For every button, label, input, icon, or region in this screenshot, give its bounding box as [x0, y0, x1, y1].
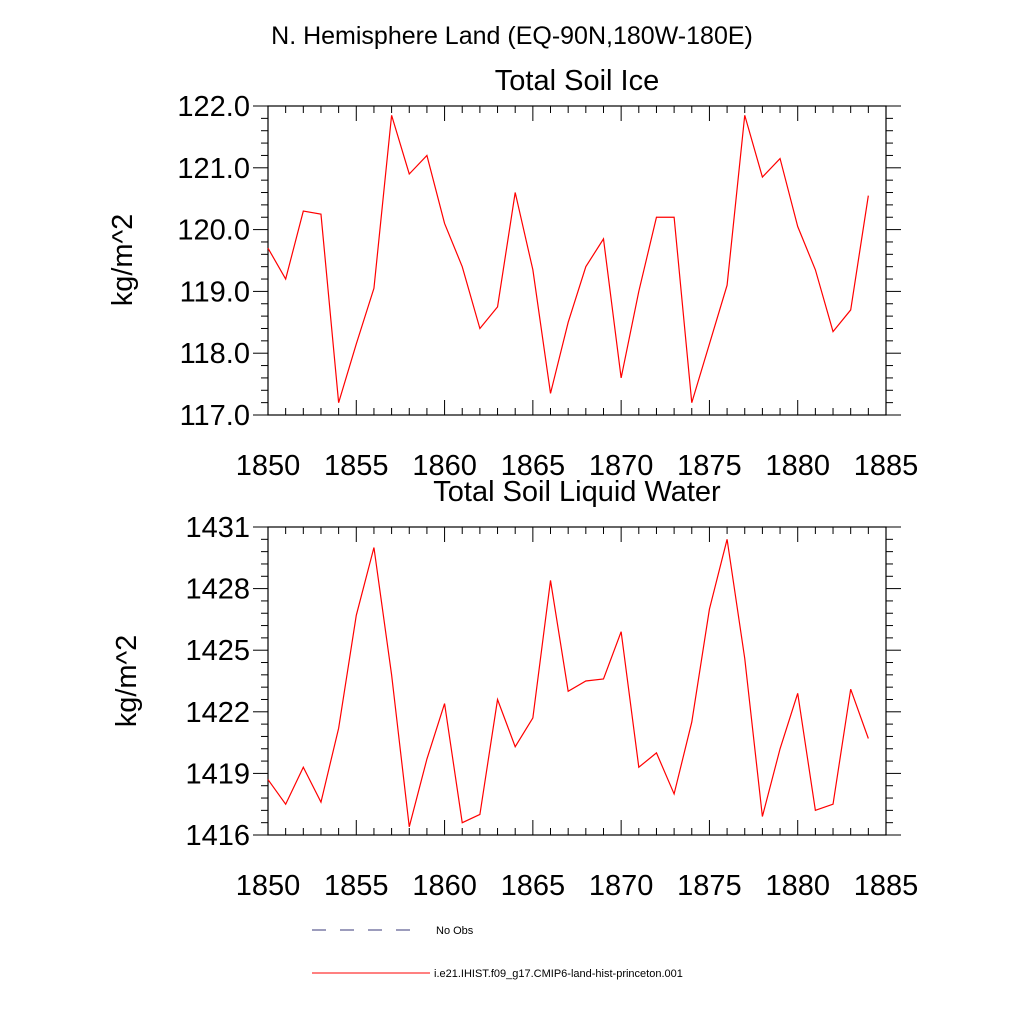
- x-tick-label: 1860: [412, 450, 477, 482]
- x-tick-label: 1880: [765, 450, 830, 482]
- x-tick-label: 1875: [677, 870, 742, 902]
- y-tick-label: 122.0: [177, 91, 250, 123]
- x-tick-labels: 1850 1855 1860 1865 1870 1875 1880 1885: [236, 450, 919, 482]
- x-tick-label: 1885: [854, 450, 919, 482]
- y-tick-label: 119.0: [180, 276, 250, 308]
- x-tick-label: 1875: [677, 450, 742, 482]
- y-tick-label: 117.0: [180, 400, 250, 432]
- series-line: [267, 539, 869, 827]
- x-tick-label: 1855: [324, 870, 389, 902]
- tick-marks: [253, 526, 901, 836]
- x-tick-label: 1860: [412, 870, 477, 902]
- legend-entry-no-obs: No Obs: [312, 925, 474, 937]
- y-axis-label: kg/m^2: [107, 214, 139, 307]
- y-tick-label: 120.0: [177, 215, 250, 247]
- legend-entry-model-run: i.e21.IHIST.f09_g17.CMIP6-land-hist-prin…: [312, 968, 683, 980]
- y-tick-labels: 1416 1419 1422 1425 1428 1431: [185, 512, 250, 852]
- x-tick-label: 1870: [589, 870, 654, 902]
- y-tick-label: 1428: [185, 574, 250, 606]
- series-line: [267, 115, 869, 403]
- x-tick-label: 1880: [765, 870, 830, 902]
- tick-marks: [253, 105, 901, 416]
- y-tick-label: 118.0: [180, 338, 250, 370]
- plot-frame: [267, 526, 887, 836]
- legend-label: i.e21.IHIST.f09_g17.CMIP6-land-hist-prin…: [434, 968, 683, 980]
- x-tick-label: 1855: [324, 450, 389, 482]
- legend-label: No Obs: [436, 925, 474, 937]
- y-tick-label: 1422: [185, 697, 250, 729]
- panel-total-soil-liquid-water: Total Soil Liquid Water kg/m^2 141614191…: [111, 476, 918, 902]
- y-tick-label: 121.0: [177, 153, 250, 185]
- series-layer: [267, 115, 869, 403]
- chart-title: Total Soil Liquid Water: [433, 476, 721, 508]
- x-tick-label: 1870: [589, 450, 654, 482]
- x-tick-label: 1885: [854, 870, 919, 902]
- x-tick-label: 1865: [501, 870, 566, 902]
- plot-frame: [267, 105, 887, 416]
- x-tick-label: 1850: [236, 870, 301, 902]
- x-tick-label: 1850: [236, 450, 301, 482]
- y-tick-label: 1431: [185, 512, 250, 544]
- y-tick-label: 1425: [185, 635, 250, 667]
- chart-title: Total Soil Ice: [495, 65, 659, 97]
- y-tick-label: 1419: [185, 758, 250, 790]
- legend: No Obs i.e21.IHIST.f09_g17.CMIP6-land-hi…: [312, 925, 683, 980]
- panel-total-soil-ice: Total Soil Ice kg/m^2 117.0 118.0 119.0 120…: [107, 65, 918, 482]
- y-tick-labels: 117.0 118.0 119.0 120.0 121.0 122.0: [177, 91, 250, 432]
- figure-title: N. Hemisphere Land (EQ-90N,180W-180E): [271, 22, 753, 50]
- x-tick-labels: 1850 1855 1860 1865 1870 1875 1880 1885: [236, 870, 919, 902]
- series-layer: [267, 539, 869, 827]
- y-tick-label: 1416: [185, 820, 250, 852]
- y-axis-label: kg/m^2: [111, 635, 143, 728]
- x-tick-label: 1865: [501, 450, 566, 482]
